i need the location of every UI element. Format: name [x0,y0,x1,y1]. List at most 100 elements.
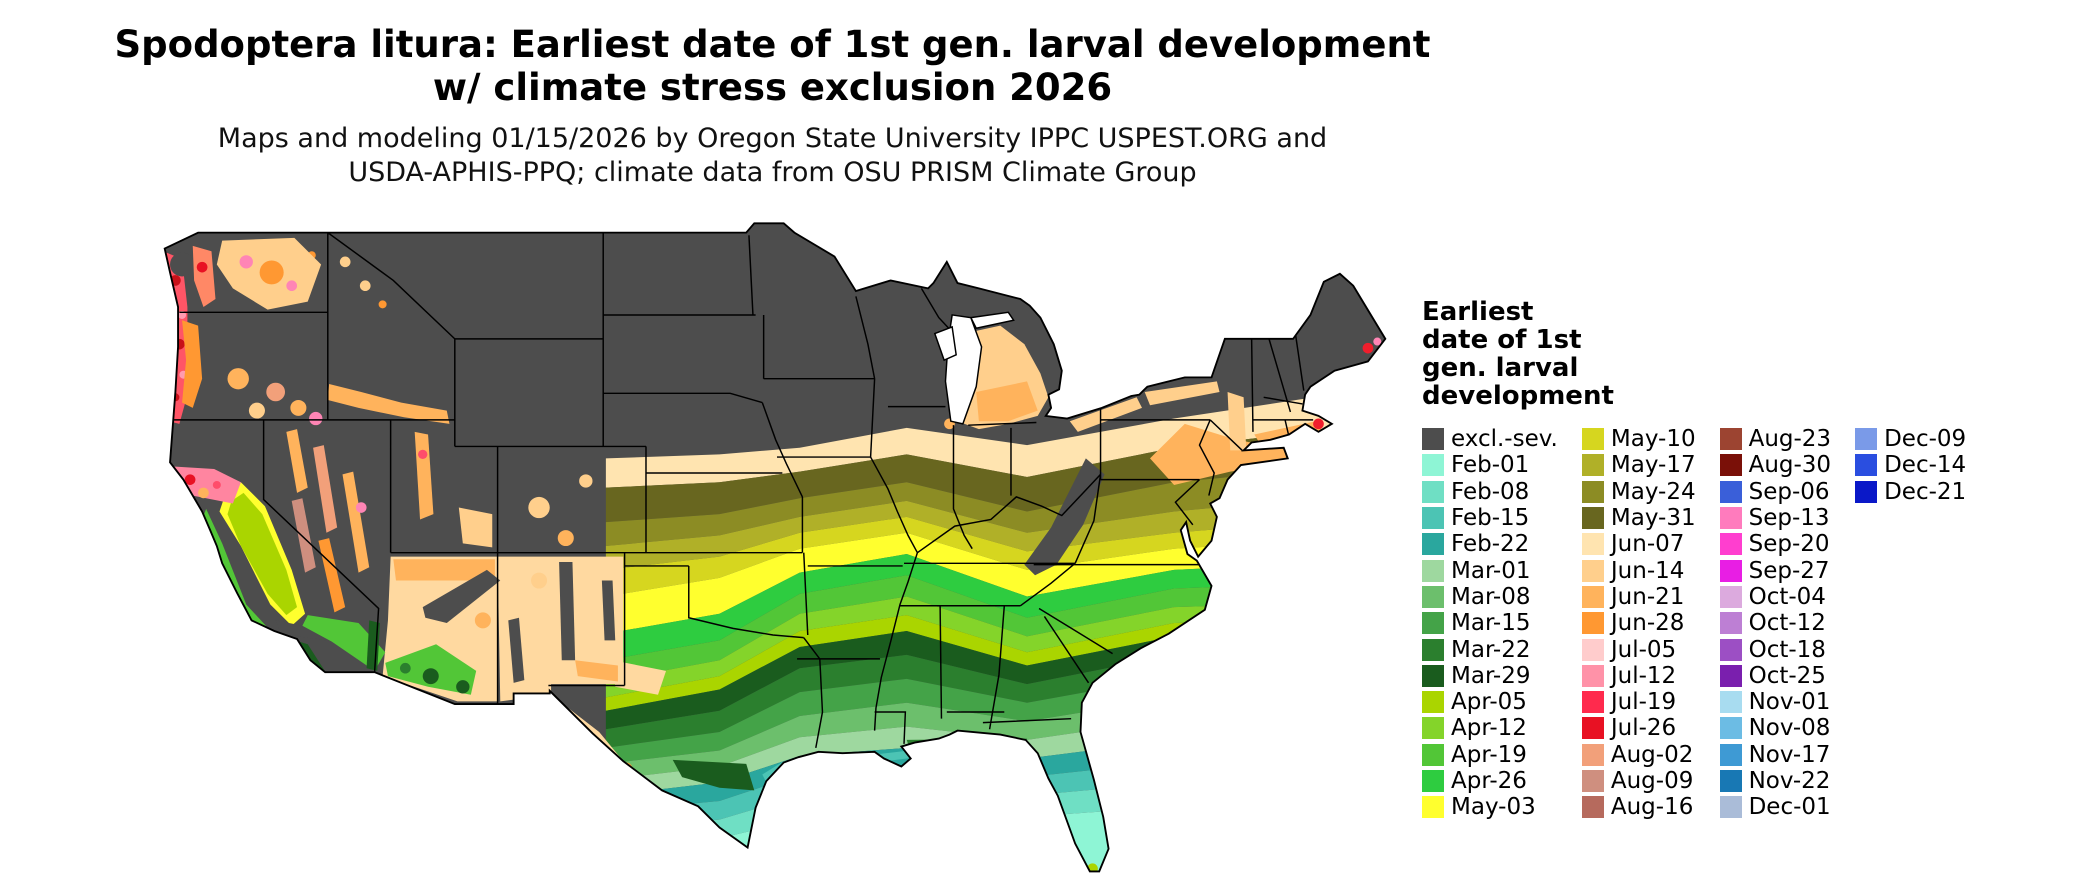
legend-entry: Sep-20 [1719,531,1831,557]
legend-swatch [1422,796,1444,819]
legend-swatch [1719,480,1742,503]
legend-entry: Feb-08 [1422,479,1558,505]
legend-entry: Mar-22 [1422,636,1558,663]
legend-entry: Aug-16 [1581,794,1696,821]
legend-swatch [1581,717,1604,740]
legend-entry: Jul-26 [1581,715,1696,742]
legend-swatch [1422,454,1444,477]
legend-label: Jul-12 [1610,662,1677,689]
legend-entry: Oct-25 [1719,663,1831,689]
legend-entry: Nov-08 [1719,715,1831,742]
legend-entry: Mar-01 [1422,557,1558,584]
legend-label: Jul-19 [1610,689,1677,716]
legend-entry: Aug-30 [1719,452,1832,479]
legend-label: Apr-12 [1451,715,1527,742]
us-map-canvas [163,222,1387,873]
legend-entry: Aug-23 [1719,426,1832,453]
legend-entry: Dec-09 [1855,426,1966,452]
legend-label: Jul-05 [1610,636,1677,663]
legend-label: Aug-30 [1748,452,1832,479]
legend-swatch [1422,533,1444,556]
legend-label: Jun-14 [1610,557,1685,584]
legend-label: May-31 [1610,505,1696,532]
legend-swatch [1422,770,1444,792]
legend-swatch [1422,612,1444,635]
legend-entry: Sep-27 [1719,557,1831,584]
legend-entry: Jun-07 [1581,531,1696,558]
legend-label: Nov-22 [1748,768,1831,794]
legend-entry: May-24 [1581,479,1696,505]
legend-entry: excl.-sev. [1422,426,1558,452]
legend-label: Apr-05 [1451,689,1527,716]
legend-swatch [1581,612,1604,635]
legend-entry: May-17 [1581,452,1696,479]
legend-entry: Oct-04 [1719,584,1831,610]
legend-entry: Sep-13 [1719,505,1831,532]
legend-swatch [1422,507,1444,530]
legend-label: Nov-08 [1748,715,1831,742]
legend-entry: Jul-12 [1581,662,1696,689]
legend-entry: Dec-14 [1855,452,1966,478]
legend-label: Jun-28 [1610,610,1685,637]
legend-swatch [1719,770,1742,792]
legend-label: Sep-13 [1748,505,1830,532]
legend-entry: Feb-01 [1422,452,1558,478]
legend-entry: May-03 [1422,794,1558,820]
legend-swatch [1581,533,1604,556]
legend-label: Dec-09 [1884,426,1967,453]
legend-label: Aug-16 [1610,794,1694,821]
legend-entry: Aug-09 [1581,768,1696,794]
legend-column: May-10 May-17 May-24 May-31 Jun-07 Jun-14 Jun-… [1581,426,1696,821]
legend-label: Feb-15 [1451,505,1530,532]
map-subtitle-line1: Maps and modeling 01/15/2026 by Oregon S… [217,123,1328,154]
legend-label: May-10 [1610,426,1696,453]
legend-label: Jun-07 [1610,531,1685,558]
legend-swatch [1719,691,1742,714]
legend-swatch [1581,691,1604,714]
legend-label: Oct-18 [1748,636,1826,663]
legend-columns: excl.-sev. Feb-01 Feb-08 Feb-15 Feb-22 Mar-01… [1422,426,2092,820]
legend-entry: Jul-05 [1581,636,1696,663]
legend-entry: Jun-14 [1581,557,1696,584]
legend-label: Mar-22 [1451,636,1531,663]
legend-label: Jun-21 [1610,583,1685,610]
legend-swatch [1422,638,1444,661]
map-raster [164,223,1386,872]
legend-swatch [1719,559,1742,582]
legend-swatch [1581,507,1604,530]
legend-label: Sep-27 [1748,557,1830,584]
legend-label: Dec-21 [1884,478,1967,505]
legend-swatch [1719,743,1742,766]
us-outline [163,222,1387,873]
legend-swatch [1855,454,1878,477]
legend-swatch [1422,585,1444,608]
legend-swatch [1719,612,1742,635]
legend-label: Aug-23 [1748,426,1832,453]
map-title: Spodoptera litura: Earliest date of 1st … [0,23,1545,110]
legend-entry: Dec-21 [1855,479,1966,505]
legend-entry: Nov-01 [1719,689,1831,715]
legend-entry: Jun-21 [1581,583,1696,610]
legend-swatch [1581,559,1604,582]
legend-swatch [1719,533,1742,556]
legend-label: Feb-22 [1451,531,1530,558]
legend-label: Jul-26 [1610,715,1677,742]
legend-entry: Apr-26 [1422,768,1558,794]
legend-label: Mar-15 [1451,610,1531,637]
legend-entry: Nov-17 [1719,742,1831,768]
legend-swatch [1719,507,1742,530]
legend-label: Feb-08 [1451,478,1530,505]
legend-label: May-17 [1610,452,1696,479]
legend-entry: Apr-05 [1422,689,1558,715]
map-subtitle: Maps and modeling 01/15/2026 by Oregon S… [0,122,1545,190]
legend-swatch [1422,559,1444,582]
legend-swatch [1581,454,1604,477]
legend-swatch [1719,585,1742,608]
legend-label: Oct-12 [1748,610,1826,637]
legend-label: Mar-08 [1451,583,1531,610]
legend-label: Feb-01 [1451,452,1530,479]
legend-label: Sep-06 [1748,478,1830,505]
map-title-line2: w/ climate stress exclusion 2026 [432,65,1113,109]
legend-label: excl.-sev. [1451,426,1558,453]
legend-entry: Dec-01 [1719,794,1831,820]
